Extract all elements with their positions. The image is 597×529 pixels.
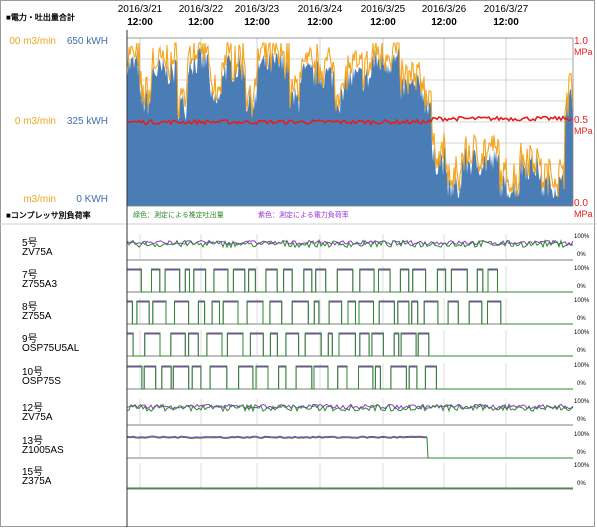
compressor-model-label: Z375A <box>22 476 52 487</box>
compressor-model-label: ZV75A <box>22 247 53 258</box>
load-tick-100: 100% <box>574 298 590 304</box>
flow-line-series <box>126 41 574 198</box>
compressor-model-label: Z755A3 <box>22 279 58 290</box>
load-tick-0: 0% <box>577 417 586 423</box>
pressure-line-series <box>126 115 574 126</box>
time-label: 12:00 <box>127 17 153 28</box>
load-tick-0: 0% <box>577 348 586 354</box>
flow-estimate-series <box>126 238 574 249</box>
compressor-model-label: Z1005AS <box>22 445 64 456</box>
legend-note-purple: 紫色：測定による電力負荷率 <box>258 212 349 219</box>
pressure-tick-label: 0.5 <box>574 115 588 126</box>
date-label: 2016/3/27 <box>483 4 529 15</box>
power-tick-label: 325 kWH <box>66 116 108 127</box>
flow-estimate-series <box>127 268 573 293</box>
section-title-load: ■コンプレッサ別負荷率 <box>6 211 91 220</box>
legend-note-green: 緑色：測定による推定吐出量 <box>133 212 224 219</box>
compressor-model-label: OSP75U5AL <box>22 343 80 354</box>
power-area-series <box>127 46 573 206</box>
pressure-unit-label: MPa <box>574 47 593 57</box>
compressor-number-label: 15号 <box>22 467 44 478</box>
compressor-model-label: OSP75S <box>22 376 61 387</box>
flow-estimate-series <box>126 403 574 413</box>
power-load-series <box>126 403 574 410</box>
load-tick-100: 100% <box>574 363 590 369</box>
time-label: 12:00 <box>370 17 396 28</box>
time-label: 12:00 <box>244 17 270 28</box>
pressure-tick-label: 1.0 <box>574 36 588 47</box>
compressor-number-label: 13号 <box>22 436 44 447</box>
date-label: 2016/3/21 <box>117 4 163 15</box>
compressor-number-label: 10号 <box>22 367 44 378</box>
compressor-number-label: 5号 <box>22 238 38 249</box>
load-tick-0: 0% <box>577 252 586 258</box>
compressor-number-label: 7号 <box>22 270 38 281</box>
power-tick-label: 650 kWH <box>66 36 108 47</box>
time-label: 12:00 <box>307 17 333 28</box>
flow-tick-label: 0 m3/min <box>14 116 56 127</box>
compressor-number-label: 9号 <box>22 334 38 345</box>
load-tick-100: 100% <box>574 463 590 469</box>
time-label: 12:00 <box>431 17 457 28</box>
pressure-tick-label: 0.0 <box>574 198 588 209</box>
compressor-model-label: ZV75A <box>22 412 53 423</box>
time-label: 12:00 <box>493 17 519 28</box>
load-tick-100: 100% <box>574 266 590 272</box>
flow-tick-label: m3/min <box>23 194 56 205</box>
compressor-number-label: 12号 <box>22 403 44 414</box>
date-label: 2016/3/25 <box>360 4 406 15</box>
flow-estimate-series <box>127 332 573 357</box>
load-tick-100: 100% <box>574 432 590 438</box>
date-label: 2016/3/24 <box>297 4 343 15</box>
pressure-unit-label: MPa <box>574 209 593 219</box>
load-tick-100: 100% <box>574 330 590 336</box>
load-tick-0: 0% <box>577 284 586 290</box>
load-tick-100: 100% <box>574 399 590 405</box>
power-tick-label: 0 KWH <box>76 194 108 205</box>
load-tick-0: 0% <box>577 316 586 322</box>
load-tick-0: 0% <box>577 381 586 387</box>
date-label: 2016/3/26 <box>421 4 467 15</box>
flow-estimate-series <box>127 300 573 325</box>
pressure-unit-label: MPa <box>574 126 593 136</box>
compressor-number-label: 8号 <box>22 302 38 313</box>
compressor-model-label: Z755A <box>22 311 52 322</box>
time-label: 12:00 <box>188 17 214 28</box>
date-label: 2016/3/23 <box>234 4 280 15</box>
load-tick-0: 0% <box>577 450 586 456</box>
load-tick-100: 100% <box>574 234 590 240</box>
power-load-series <box>126 239 574 246</box>
flow-tick-label: 00 m3/min <box>9 36 56 47</box>
flow-estimate-series <box>126 436 573 459</box>
date-label: 2016/3/22 <box>178 4 224 15</box>
power-load-series <box>126 435 428 438</box>
load-tick-0: 0% <box>577 481 586 487</box>
flow-estimate-series <box>127 365 573 390</box>
section-title-power: ■電力・吐出量合計 <box>6 13 75 22</box>
